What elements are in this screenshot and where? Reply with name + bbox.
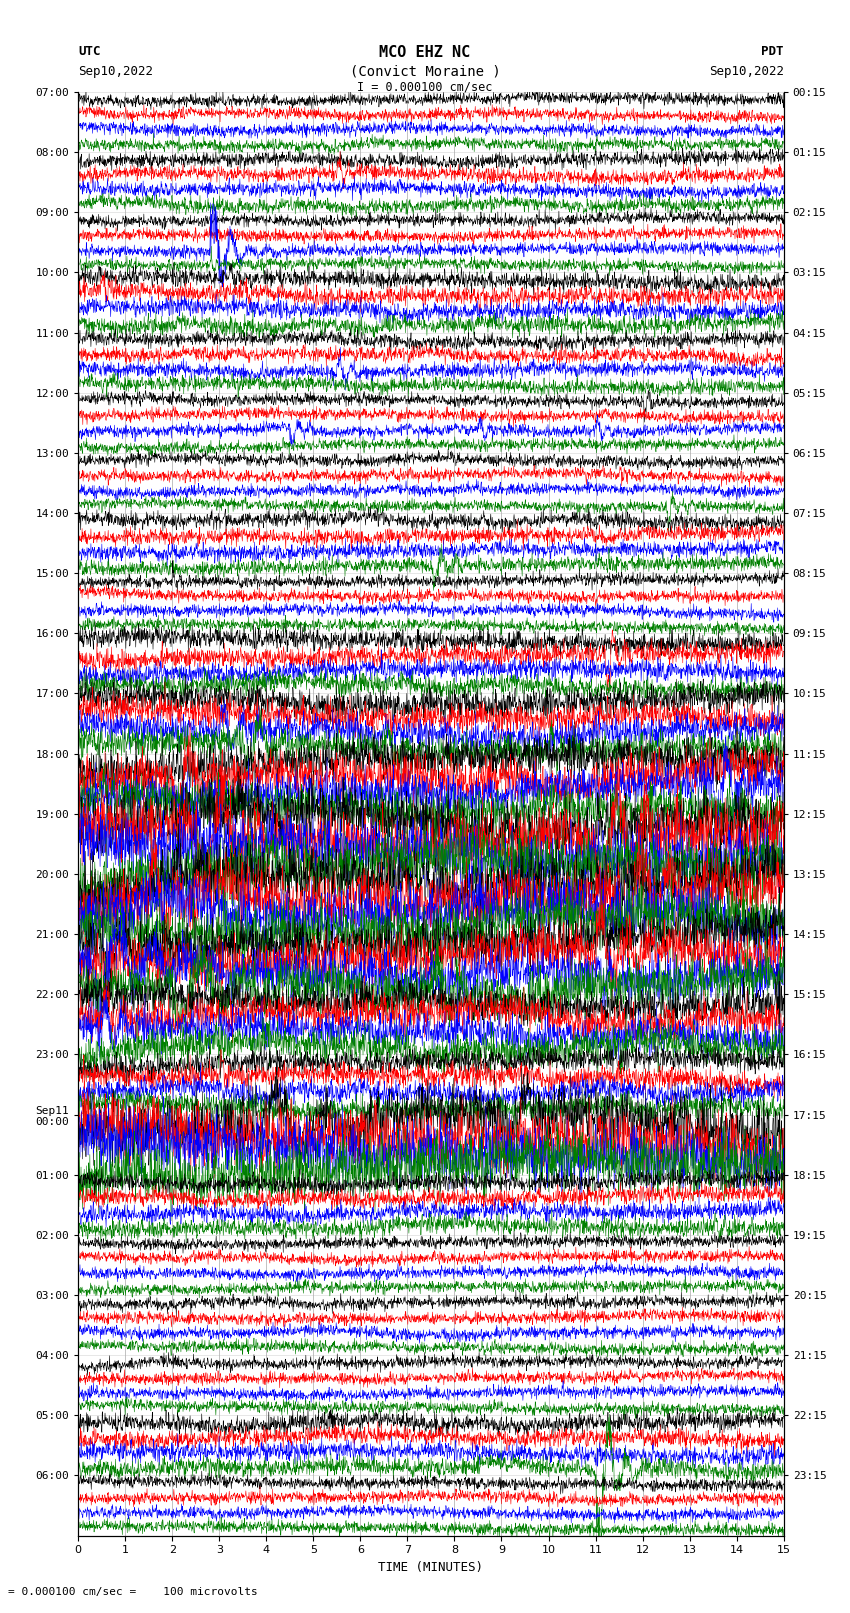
Text: I = 0.000100 cm/sec: I = 0.000100 cm/sec <box>357 81 493 94</box>
Text: Sep10,2022: Sep10,2022 <box>709 65 784 77</box>
Text: = 0.000100 cm/sec =    100 microvolts: = 0.000100 cm/sec = 100 microvolts <box>8 1587 258 1597</box>
Text: (Convict Moraine ): (Convict Moraine ) <box>349 65 501 79</box>
Text: MCO EHZ NC: MCO EHZ NC <box>379 45 471 60</box>
X-axis label: TIME (MINUTES): TIME (MINUTES) <box>378 1561 484 1574</box>
Text: UTC: UTC <box>78 45 100 58</box>
Text: Sep10,2022: Sep10,2022 <box>78 65 153 77</box>
Text: PDT: PDT <box>762 45 784 58</box>
